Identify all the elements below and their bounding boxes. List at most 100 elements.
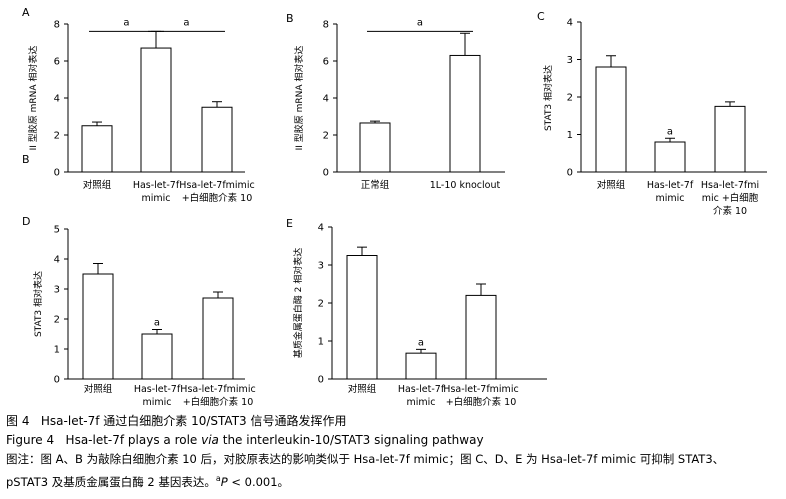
category-label: Hsa-let-7fmimic +白细胞介素 10 (443, 384, 518, 408)
caption-note1: 图注：图 A、B 为敲除白细胞介素 10 后，对胶原表达的影响类似于 Hsa-l… (6, 452, 725, 466)
caption-en-title: Figure 4 Hsa-let-7f plays a role via the… (6, 431, 782, 450)
category-label-line: mic +白细胞 (702, 192, 759, 204)
caption-note-line1: 图注：图 A、B 为敲除白细胞介素 10 后，对胶原表达的影响类似于 Hsa-l… (6, 450, 782, 469)
caption-zh-title: 图 4 Hsa-let-7f 通过白细胞介素 10/STAT3 信号通路发挥作用 (6, 412, 782, 431)
category-label-line: Has-let-7f (133, 180, 180, 191)
caption-note2: pSTAT3 及基质金属蛋白酶 2 基因表达。 (6, 474, 216, 489)
y-tick-label: 3 (318, 261, 324, 272)
category-label-line: +白细胞介素 10 (183, 396, 254, 408)
bar (202, 297, 234, 380)
category-label-line: 对照组 (83, 179, 112, 191)
significance-mark: a (154, 318, 160, 329)
category-label-line: +白细胞介素 10 (182, 192, 253, 204)
y-tick-label: 0 (323, 168, 329, 179)
y-tick-label: 1 (54, 345, 60, 356)
category-label: 1L-10 knoclout (430, 180, 501, 191)
caption-en-label: Figure 4 (6, 433, 55, 447)
caption-en-pre: Hsa-let-7f plays a role (65, 433, 202, 447)
category-label: Has-let-7f mimic (398, 384, 445, 408)
category-label: Has-let-7f mimic (133, 180, 180, 204)
y-tick-label: 2 (567, 93, 573, 104)
category-label: Hsa-let-7fmi mic +白细胞介素 10 (701, 180, 759, 217)
y-axis-label: STAT3 相对表达 (32, 271, 44, 337)
category-label: Has-let-7f mimic (134, 384, 181, 408)
y-tick-label: 1 (567, 130, 573, 141)
category-label-line: 对照组 (348, 383, 377, 395)
y-tick-label: 4 (54, 255, 60, 266)
stray-panel-letter: B (22, 153, 30, 166)
y-axis-label: II 型胶原 mRNA 相对表达 (27, 46, 39, 151)
category-label-line: Has-let-7f (398, 384, 445, 395)
bar (201, 106, 233, 173)
y-axis-label: II 型胶原 mRNA 相对表达 (293, 46, 305, 151)
category-label: 对照组 (84, 383, 113, 395)
category-label-line: Hsa-let-7fmimic (180, 384, 255, 395)
bar (465, 294, 497, 380)
y-tick-label: 6 (323, 57, 329, 68)
bar (654, 141, 686, 173)
y-tick-label: 0 (567, 168, 573, 179)
significance-bracket-label: a (183, 17, 189, 28)
caption-note-p: P (220, 474, 228, 489)
y-tick-label: 6 (54, 57, 60, 68)
category-label-line: 正常组 (361, 179, 390, 191)
figure-caption: 图 4 Hsa-let-7f 通过白细胞介素 10/STAT3 信号通路发挥作用… (6, 412, 782, 492)
panel-letter: A (22, 6, 30, 19)
category-label-line: 对照组 (597, 179, 626, 191)
caption-note-line2: pSTAT3 及基质金属蛋白酶 2 基因表达。aP < 0.001。 (6, 469, 782, 492)
bar (81, 125, 113, 173)
y-tick-label: 0 (54, 168, 60, 179)
y-tick-label: 3 (54, 285, 60, 296)
y-tick-label: 1 (318, 337, 324, 348)
panel-letter: D (22, 215, 30, 228)
caption-note2-post: < 0.001。 (227, 474, 290, 489)
bar (359, 122, 391, 173)
bar (141, 333, 173, 380)
significance-bracket-label: a (417, 17, 423, 28)
y-tick-label: 8 (54, 20, 60, 31)
category-label-line: Hsa-let-7fmi (701, 180, 759, 191)
y-tick-label: 2 (323, 131, 329, 142)
caption-zh-label: 图 4 (6, 414, 30, 428)
category-label-line: +白细胞介素 10 (446, 396, 517, 408)
category-label: Has-let-7f mimic (647, 180, 694, 204)
significance-mark: a (418, 337, 424, 348)
category-label-line: mimic (142, 397, 171, 408)
category-label: 对照组 (597, 179, 626, 191)
bar (82, 273, 114, 380)
y-tick-label: 8 (323, 20, 329, 31)
category-label-line: mimic (655, 193, 684, 204)
y-axis-label: 基质金属蛋白酶 2 相对表达 (292, 248, 304, 358)
bar (346, 255, 378, 380)
panel-letter: C (537, 10, 545, 23)
significance-mark: a (667, 126, 673, 137)
y-tick-label: 2 (54, 131, 60, 142)
caption-zh-text: Hsa-let-7f 通过白细胞介素 10/STAT3 信号通路发挥作用 (40, 414, 347, 428)
bar (714, 105, 746, 173)
y-tick-label: 4 (567, 18, 573, 29)
category-label-line: Has-let-7f (134, 384, 181, 395)
category-label-line: Hsa-let-7fmimic (179, 180, 254, 191)
y-tick-label: 0 (318, 375, 324, 386)
significance-bracket-label: a (123, 17, 129, 28)
bar (595, 66, 627, 173)
y-tick-label: 0 (54, 375, 60, 386)
y-tick-label: 2 (318, 299, 324, 310)
category-label-line: 对照组 (84, 383, 113, 395)
category-label: Hsa-let-7fmimic +白细胞介素 10 (180, 384, 255, 408)
caption-en-post: the interleukin-10/STAT3 signaling pathw… (218, 433, 484, 447)
bar (405, 352, 437, 380)
panel-letter: E (286, 217, 293, 230)
category-label-line: Hsa-let-7fmimic (443, 384, 518, 395)
category-label-line: Has-let-7f (647, 180, 694, 191)
category-label-line: 1L-10 knoclout (430, 180, 501, 191)
y-tick-label: 3 (567, 55, 573, 66)
category-label-line: mimic (406, 397, 435, 408)
category-label: Hsa-let-7fmimic +白细胞介素 10 (179, 180, 254, 204)
category-label-line: 介素 10 (713, 205, 747, 217)
